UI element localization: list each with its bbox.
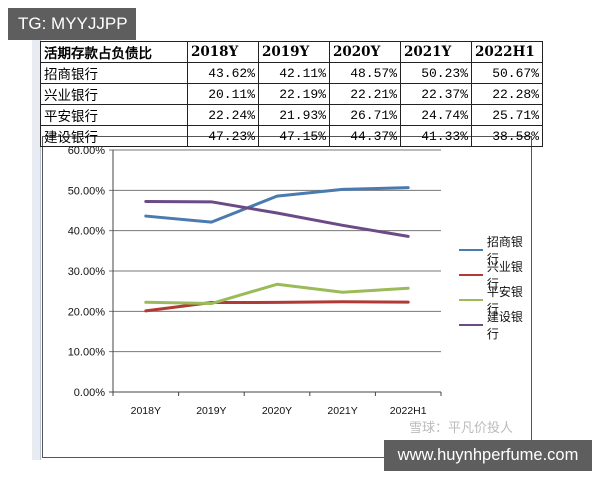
chart-legend: 招商银行 兴业银行 平安银行 建设银行 — [459, 235, 531, 341]
value-cell: 21.93% — [258, 104, 330, 126]
series-line — [144, 282, 410, 306]
value-cell: 42.11% — [258, 62, 330, 84]
value-cell: 20.11% — [187, 83, 259, 105]
header-cell: 2019Y — [258, 41, 330, 63]
value-cell: 47.23% — [187, 125, 259, 147]
series-line — [144, 200, 410, 238]
data-table: 活期存款占负债比 2018Y 2019Y 2020Y 2021Y 2022H1 … — [40, 41, 543, 147]
value-cell: 22.21% — [329, 83, 401, 105]
xueqiu-watermark: 雪球：平凡价投人 — [409, 421, 514, 436]
legend-swatch-icon — [459, 323, 483, 326]
legend-swatch-icon — [459, 248, 483, 251]
value-cell: 38.58% — [471, 125, 543, 147]
value-cell: 24.74% — [400, 104, 472, 126]
value-cell: 50.23% — [400, 62, 472, 84]
table-header-row: 活期存款占负债比 2018Y 2019Y 2020Y 2021Y 2022H1 — [40, 41, 543, 63]
table-row: 平安银行 22.24% 21.93% 26.71% 24.74% 25.71% — [40, 104, 543, 126]
y-tick-label: 50.00% — [68, 185, 106, 197]
x-tick-label: 2019Y — [196, 405, 226, 417]
top-watermark-badge: TG: MYYJJPP — [8, 8, 136, 40]
legend-label: 招商银行 — [486, 234, 523, 266]
series-line — [144, 300, 410, 313]
bank-name-cell: 建设银行 — [40, 125, 188, 147]
value-cell: 22.28% — [471, 83, 543, 105]
legend-swatch-icon — [459, 298, 483, 301]
y-tick-label: 10.00% — [68, 347, 106, 359]
value-cell: 25.71% — [471, 104, 543, 126]
bank-name-cell: 招商银行 — [40, 62, 188, 84]
line-chart: 0.00% 10.00% 20.00% 30.00% 40.00% 50.00% 60.00… — [42, 136, 532, 458]
bank-name-cell: 兴业银行 — [40, 83, 188, 105]
legend-label: 建设银行 — [486, 309, 523, 341]
series-line — [144, 186, 410, 224]
y-tick-label: 30.00% — [68, 266, 106, 278]
bottom-watermark-badge: www.huynhperfume.com — [384, 440, 592, 471]
value-cell: 50.67% — [471, 62, 543, 84]
value-cell: 48.57% — [329, 62, 401, 84]
table-row: 建设银行 47.23% 47.15% 44.37% 41.33% 38.58% — [40, 125, 543, 147]
value-cell: 22.37% — [400, 83, 472, 105]
value-cell: 44.37% — [329, 125, 401, 147]
header-cell: 2021Y — [400, 41, 472, 63]
header-cell: 2018Y — [187, 41, 259, 63]
legend-label: 平安银行 — [486, 284, 523, 316]
value-cell: 41.33% — [400, 125, 472, 147]
y-tick-label: 60.00% — [68, 145, 106, 157]
x-tick-label: 2021Y — [327, 405, 357, 417]
y-tick-label: 40.00% — [68, 226, 106, 238]
legend-item: 兴业银行 — [459, 260, 531, 291]
value-cell: 22.24% — [187, 104, 259, 126]
x-tick-label: 2022H1 — [390, 405, 427, 417]
table-row: 招商银行 43.62% 42.11% 48.57% 50.23% 50.67% — [40, 62, 543, 84]
x-tick-label: 2020Y — [262, 405, 292, 417]
legend-swatch-icon — [459, 273, 483, 276]
table-row: 兴业银行 20.11% 22.19% 22.21% 22.37% 22.28% — [40, 83, 543, 105]
legend-item: 平安银行 — [459, 285, 531, 316]
bank-name-cell: 平安银行 — [40, 104, 188, 126]
header-cell: 2020Y — [329, 41, 401, 63]
legend-label: 兴业银行 — [486, 259, 523, 291]
value-cell: 26.71% — [329, 104, 401, 126]
header-cell: 活期存款占负债比 — [40, 41, 188, 63]
spreadsheet-row-header-strip — [32, 40, 41, 460]
y-tick-label: 20.00% — [68, 306, 106, 318]
value-cell: 47.15% — [258, 125, 330, 147]
legend-item: 招商银行 — [459, 235, 531, 266]
plot-area: 0.00% 10.00% 20.00% 30.00% 40.00% 50.00% 60.00… — [68, 145, 442, 417]
header-cell: 2022H1 — [471, 41, 543, 63]
x-tick-label: 2018Y — [131, 405, 161, 417]
value-cell: 22.19% — [258, 83, 330, 105]
y-tick-label: 0.00% — [74, 387, 105, 399]
value-cell: 43.62% — [187, 62, 259, 84]
legend-item: 建设银行 — [459, 310, 531, 341]
